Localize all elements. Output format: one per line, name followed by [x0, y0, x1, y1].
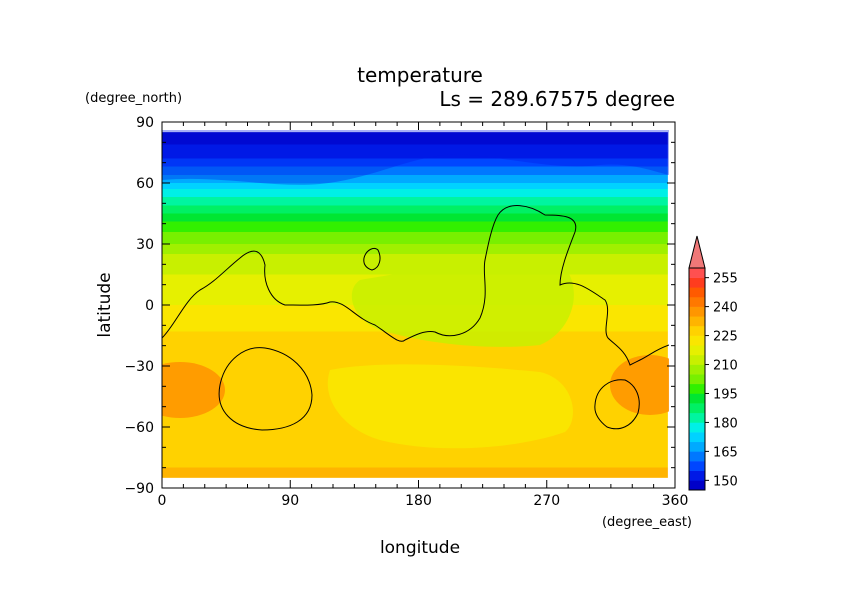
colorbar-segment [689, 374, 705, 385]
yellow-region-south [327, 364, 573, 449]
y-axis-label: latitude [95, 272, 115, 337]
colorbar-frame [688, 267, 706, 491]
colorbar-tick-label: 210 [713, 359, 738, 374]
colorbar-segment [689, 277, 705, 288]
y-tick-label: −30 [124, 359, 154, 375]
colorbar-segment [689, 393, 705, 404]
colorbar-segment [689, 441, 705, 452]
y-tick-label: 60 [136, 176, 154, 192]
colorbar-segment [689, 345, 705, 356]
contour-south-east-basin [594, 379, 640, 430]
chart-title: temperature [357, 63, 483, 87]
contour-small-island [363, 247, 381, 271]
green-region-equator [351, 260, 574, 347]
colorbar-segment [689, 268, 705, 278]
x-tick-label: 270 [533, 493, 560, 509]
colorbar-segment [689, 306, 705, 317]
x-tick-label: 360 [662, 493, 689, 509]
y-ticks: −90 −60 −30 0 30 60 90 [124, 115, 675, 497]
colorbar-segment [689, 470, 705, 481]
topography-contours [162, 205, 669, 431]
x-tick-label: 0 [158, 493, 167, 509]
chart-subtitle: Ls = 289.67575 degree [439, 87, 675, 111]
colorbar-segment [689, 412, 705, 423]
y-unit-label: (degree_north) [85, 91, 182, 106]
x-ticks: 0 90 180 270 360 [158, 122, 689, 509]
colorbar-segment [689, 403, 705, 414]
axes: 0 90 180 270 360 −90 −60 −30 0 30 60 90 [124, 115, 688, 509]
colorbar-segment [689, 480, 705, 491]
x-unit-label: (degree_east) [602, 515, 692, 530]
y-tick-label: −60 [124, 420, 154, 436]
y-tick-label: 90 [136, 115, 154, 131]
warm-patch-east [610, 355, 669, 415]
contour-south-west-basin [218, 347, 313, 431]
temperature-field [162, 130, 669, 478]
x-axis-label: longitude [380, 538, 460, 558]
colorbar-segment [689, 461, 705, 471]
colorbar-tick-label: 180 [713, 416, 738, 431]
colorbar-tick-label: 165 [713, 445, 738, 460]
colorbar-segment [689, 364, 705, 375]
polar-wave [162, 130, 669, 185]
colorbar-segment [689, 383, 705, 394]
warm-patch-west [162, 362, 225, 418]
colorbar-segment [689, 354, 705, 365]
colorbar-tick-label: 225 [713, 330, 738, 345]
colorbar-tick-label: 150 [713, 474, 738, 489]
colorbar-segment [689, 325, 705, 336]
colorbar-segment [689, 451, 705, 462]
colorbar-segment [689, 296, 705, 307]
colorbar-segment [689, 335, 705, 346]
colorbar-segment [689, 287, 705, 298]
colorbar-tick-label: 195 [713, 387, 738, 402]
colorbar-segment [689, 422, 705, 433]
y-tick-label: 0 [145, 298, 154, 314]
colorbar-tick-label: 240 [713, 301, 738, 316]
x-tick-label: 180 [405, 493, 432, 509]
y-tick-label: −90 [124, 481, 154, 497]
colorbar-segment [689, 432, 705, 443]
colorbar: 150 165 180 195 210 225 240 255 [688, 235, 738, 491]
regional-anomalies [162, 130, 669, 449]
colorbar-extend-max [688, 235, 706, 269]
y-tick-label: 30 [136, 237, 154, 253]
colorbar-segment [689, 316, 705, 327]
contour-main-continent [162, 205, 669, 366]
x-tick-label: 90 [281, 493, 299, 509]
colorbar-tick-label: 255 [713, 272, 738, 287]
